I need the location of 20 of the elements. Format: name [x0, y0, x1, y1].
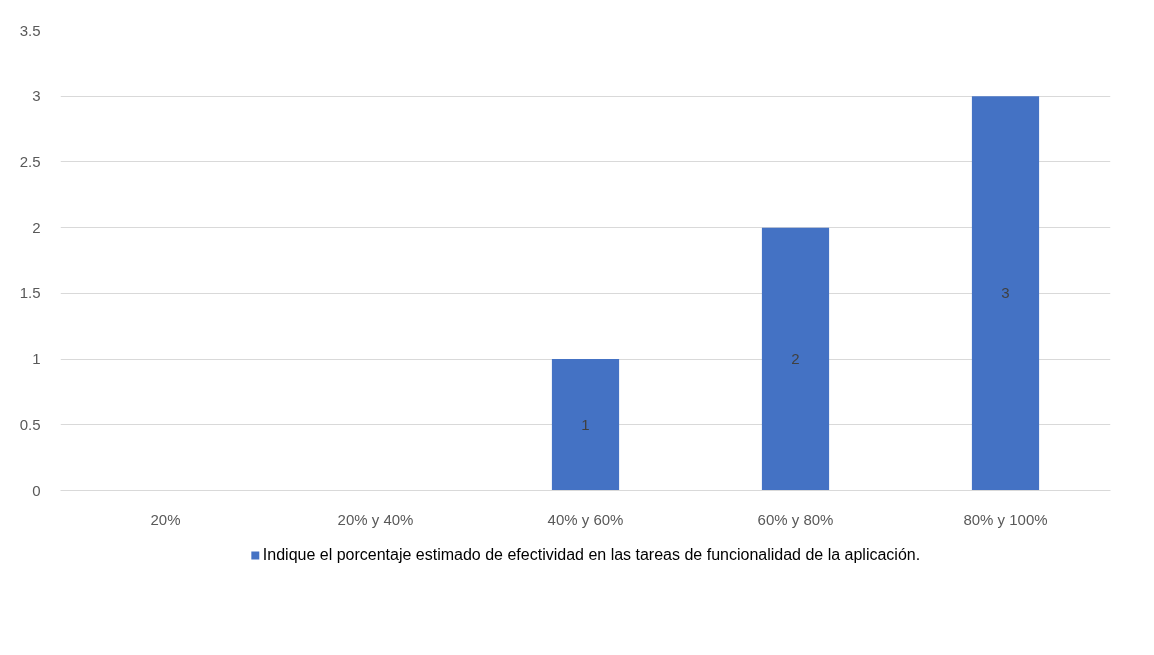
- y-tick-label: 3: [32, 87, 41, 105]
- y-tick-label: 2: [32, 218, 41, 236]
- y-tick-label: 1.5: [19, 284, 41, 302]
- x-tick-label: 40% y 60%: [547, 510, 624, 528]
- x-tick-label: 80% y 100%: [963, 510, 1048, 528]
- x-tick-label: 60% y 80%: [757, 510, 834, 528]
- y-tick-label: 1: [32, 350, 41, 368]
- x-tick-label: 20% y 40%: [337, 510, 414, 528]
- y-tick-label: 3.5: [19, 21, 41, 39]
- bar: [761, 227, 830, 491]
- x-tick-label: 20%: [150, 510, 181, 528]
- data-label: 2: [791, 350, 800, 368]
- y-tick-label: 2.5: [19, 152, 41, 170]
- bar: [551, 359, 620, 491]
- data-label: 3: [1001, 284, 1010, 302]
- data-label: 1: [581, 415, 590, 433]
- legend-label: Indique el porcentaje estimado de efectividad en las tareas de funcionalidad de la aplicación.: [262, 546, 921, 564]
- y-tick-label: 0.5: [19, 415, 41, 433]
- y-tick-label: 0: [32, 481, 41, 499]
- bar: [971, 96, 1040, 491]
